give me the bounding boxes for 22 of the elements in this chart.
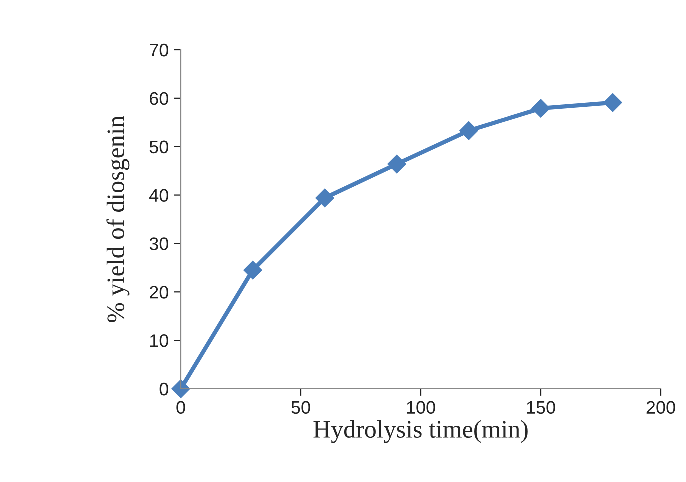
point xyxy=(604,93,622,112)
point xyxy=(388,154,406,174)
point xyxy=(316,188,334,208)
y-tick-label: 0 xyxy=(160,382,168,396)
y-tick-label: 10 xyxy=(150,334,168,348)
y-tick-label: 30 xyxy=(150,238,168,250)
y-tick-label: 50 xyxy=(150,140,168,154)
x-tick-label: 150 xyxy=(527,401,556,414)
y-axis-title: % yield of diosgenin xyxy=(106,116,130,322)
y-tick-label: 20 xyxy=(150,286,168,299)
y-tick-label: 40 xyxy=(150,189,168,202)
point xyxy=(460,122,478,140)
y-tick-label: 60 xyxy=(150,92,168,106)
y-tick-label: 70 xyxy=(150,44,168,57)
x-tick-label: 50 xyxy=(292,401,310,414)
point xyxy=(532,99,550,118)
x-tick-label: 0 xyxy=(176,401,186,414)
x-tick-label: 100 xyxy=(407,401,436,414)
x-axis-title: Hydrolysis time(min) xyxy=(314,420,528,444)
point xyxy=(172,380,190,398)
x-tick-label: 200 xyxy=(646,401,676,414)
point xyxy=(244,260,262,280)
